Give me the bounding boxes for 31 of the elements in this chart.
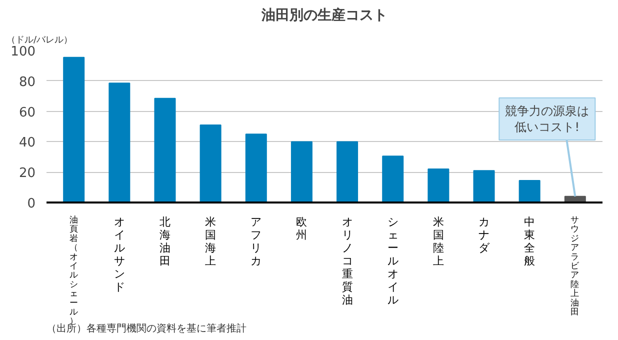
bar	[382, 156, 404, 202]
bar	[290, 141, 312, 202]
category-label: サウジアラビア陸上油田	[570, 216, 580, 318]
bar	[245, 134, 267, 202]
bar	[108, 82, 130, 202]
x-tick-label: カナダ	[478, 216, 491, 254]
y-tick-label: 0	[27, 196, 36, 212]
bar	[473, 170, 495, 202]
y-tick-label: 80	[18, 74, 36, 90]
y-tick-label: 20	[18, 166, 36, 182]
x-tick-label: アフリカ	[250, 216, 262, 268]
x-tick-label: シェールオイル	[387, 216, 398, 306]
bar	[336, 141, 358, 202]
bar	[428, 168, 450, 202]
bar	[518, 180, 540, 202]
x-tick-label: 欧州	[296, 216, 308, 242]
y-tick-label: 40	[18, 136, 36, 151]
x-tick-label: 北海油田	[159, 216, 170, 268]
y-tick-label: 100	[10, 44, 36, 60]
x-tick-label: 米国海上	[205, 216, 216, 268]
bar	[63, 56, 85, 202]
chart-title: 油田別の生産コスト	[260, 6, 388, 24]
x-tick-label: オイルサンド	[114, 216, 125, 294]
bar	[200, 124, 222, 202]
y-tick-label: 60	[18, 105, 36, 120]
x-tick-label: オリノコ重質油	[342, 216, 353, 306]
annotation: 競争力の源泉は低いコスト!	[505, 104, 590, 134]
y-axis-title: （ドル/バレル）	[6, 36, 73, 46]
x-tick-label: 中東全般	[524, 216, 536, 268]
bar	[154, 98, 176, 202]
x-tick-label: 米国陸上	[432, 216, 444, 268]
